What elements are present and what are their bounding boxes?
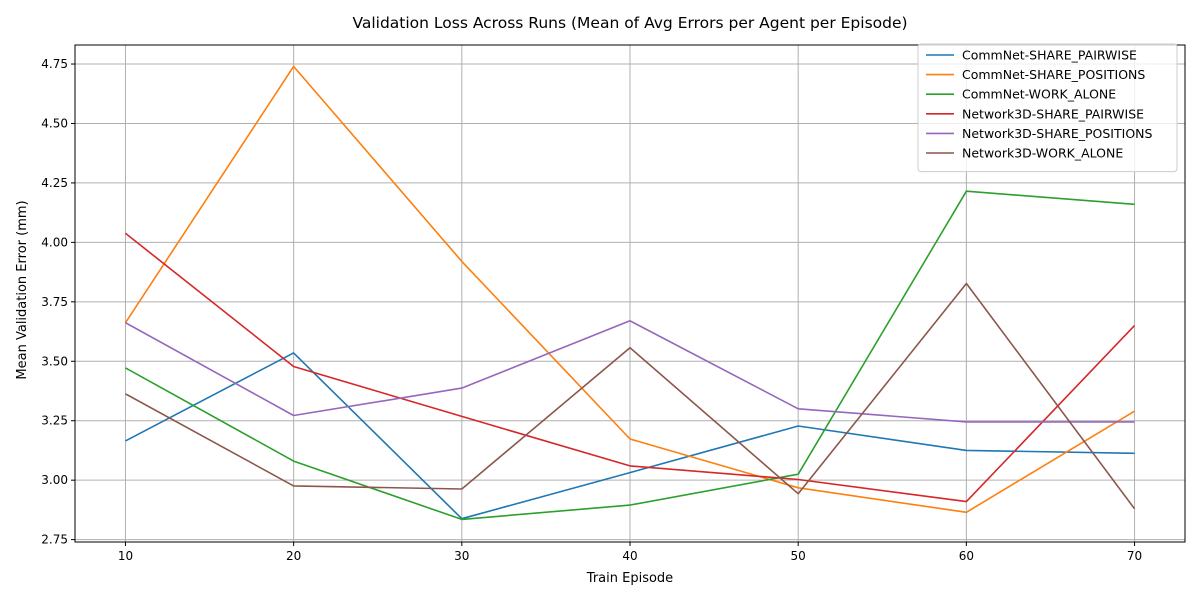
legend-label: Network3D-WORK_ALONE (962, 146, 1123, 161)
legend-label: Network3D-SHARE_PAIRWISE (962, 106, 1144, 121)
series-line-2 (125, 190, 1135, 521)
x-axis-ticks: 10 20 30 40 50 60 70 (118, 542, 1142, 563)
legend-label: CommNet-WORK_ALONE (962, 87, 1116, 102)
legend: CommNet-SHARE_PAIRWISE CommNet-SHARE_POSI… (917, 43, 1178, 173)
y-tick-label: 4.75 (41, 57, 68, 71)
y-tick-label: 4.25 (41, 176, 68, 190)
x-tick-label: 60 (959, 549, 974, 563)
y-tick-label: 3.75 (41, 295, 68, 309)
y-tick-label: 4.50 (41, 116, 68, 130)
x-tick-label: 70 (1127, 549, 1142, 563)
y-axis-ticks: 2.75 3.00 3.25 3.50 3.75 4.00 4.25 4.50 4.75 (41, 57, 75, 547)
x-tick-label: 40 (622, 549, 637, 563)
x-tick-label: 30 (454, 549, 469, 563)
legend-box (917, 43, 1178, 173)
y-tick-label: 2.75 (41, 533, 68, 547)
x-tick-label: 20 (286, 549, 301, 563)
series-line-4 (125, 319, 1135, 423)
legend-label: CommNet-SHARE_PAIRWISE (962, 48, 1137, 63)
y-tick-label: 3.00 (41, 473, 68, 487)
x-tick-label: 50 (791, 549, 806, 563)
x-axis-label: Train Episode (586, 571, 673, 586)
legend-label: Network3D-SHARE_POSITIONS (962, 126, 1153, 141)
y-tick-label: 3.50 (41, 354, 68, 368)
chart-title: Validation Loss Across Runs (Mean of Avg… (352, 14, 907, 32)
legend-label: CommNet-SHARE_POSITIONS (962, 67, 1145, 82)
y-tick-label: 4.00 (41, 235, 68, 249)
y-axis-label: Mean Validation Error (mm) (15, 200, 30, 379)
series-line-0 (125, 352, 1135, 520)
series-group (124, 65, 1136, 521)
x-tick-label: 10 (118, 549, 133, 563)
series-line-5 (125, 282, 1136, 510)
y-tick-label: 3.25 (41, 414, 68, 428)
series-line-3 (125, 232, 1136, 503)
series-line-1 (124, 65, 1135, 514)
